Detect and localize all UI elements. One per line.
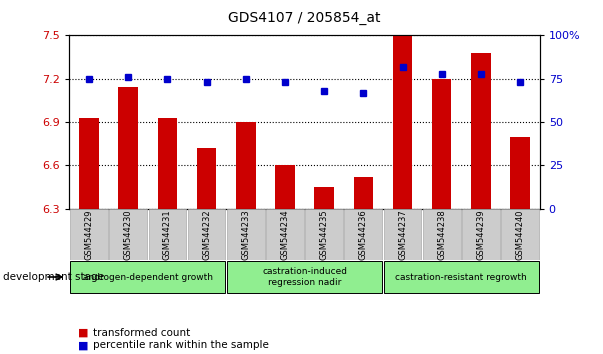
Bar	[197, 148, 216, 209]
Text: GSM544229: GSM544229	[84, 209, 93, 260]
Text: GDS4107 / 205854_at: GDS4107 / 205854_at	[229, 11, 380, 25]
Bar	[79, 118, 99, 209]
FancyBboxPatch shape	[501, 209, 539, 260]
Bar	[118, 87, 138, 209]
Text: GSM544239: GSM544239	[476, 209, 485, 260]
Bar	[314, 187, 334, 209]
FancyBboxPatch shape	[266, 209, 304, 260]
FancyBboxPatch shape	[384, 209, 421, 260]
Text: GSM544238: GSM544238	[437, 209, 446, 260]
FancyBboxPatch shape	[462, 209, 500, 260]
FancyBboxPatch shape	[305, 209, 343, 260]
Text: androgen-dependent growth: androgen-dependent growth	[83, 273, 213, 281]
Text: GSM544240: GSM544240	[516, 209, 525, 260]
Text: GSM544231: GSM544231	[163, 209, 172, 260]
Text: GSM544230: GSM544230	[124, 209, 133, 260]
FancyBboxPatch shape	[109, 209, 147, 260]
FancyBboxPatch shape	[227, 209, 265, 260]
FancyBboxPatch shape	[70, 209, 108, 260]
Text: GSM544234: GSM544234	[280, 209, 289, 260]
Text: castration-resistant regrowth: castration-resistant regrowth	[396, 273, 527, 281]
Text: ■: ■	[78, 340, 89, 350]
Text: GSM544235: GSM544235	[320, 209, 329, 260]
Bar	[510, 137, 530, 209]
Bar	[471, 53, 491, 209]
FancyBboxPatch shape	[148, 209, 186, 260]
Text: transformed count: transformed count	[93, 328, 191, 338]
Text: GSM544236: GSM544236	[359, 209, 368, 260]
Bar	[353, 177, 373, 209]
Bar	[157, 118, 177, 209]
Text: percentile rank within the sample: percentile rank within the sample	[93, 340, 270, 350]
Bar	[236, 122, 256, 209]
Bar	[275, 166, 295, 209]
Text: ■: ■	[78, 328, 89, 338]
Text: development stage: development stage	[3, 272, 104, 282]
FancyBboxPatch shape	[188, 209, 226, 260]
Text: GSM544232: GSM544232	[202, 209, 211, 260]
Text: GSM544237: GSM544237	[398, 209, 407, 260]
FancyBboxPatch shape	[227, 261, 382, 293]
FancyBboxPatch shape	[344, 209, 382, 260]
FancyBboxPatch shape	[423, 209, 461, 260]
Text: GSM544233: GSM544233	[241, 209, 250, 260]
Bar	[393, 35, 412, 209]
Bar	[432, 79, 452, 209]
Text: castration-induced
regression nadir: castration-induced regression nadir	[262, 267, 347, 287]
FancyBboxPatch shape	[384, 261, 539, 293]
FancyBboxPatch shape	[70, 261, 226, 293]
